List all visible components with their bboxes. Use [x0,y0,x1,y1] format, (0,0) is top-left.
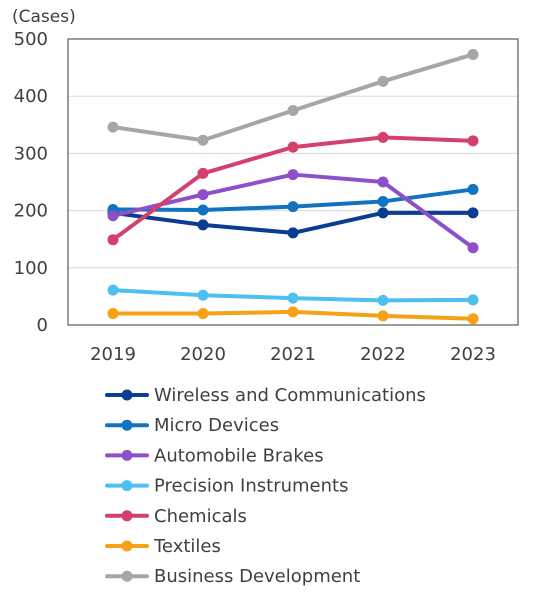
legend-label: Automobile Brakes [154,445,324,466]
legend-item: Precision Instruments [105,476,348,497]
data-point [197,308,209,320]
legend-marker [121,540,133,552]
y-tick-label: 300 [14,143,48,164]
series-3 [107,284,479,306]
x-tick-label: 2020 [180,344,226,365]
y-tick-label: 200 [14,201,48,222]
legend-marker [121,570,133,582]
legend-label: Wireless and Communications [154,385,426,406]
data-point [287,306,299,318]
legend-item: Automobile Brakes [105,445,324,466]
data-point [107,234,119,246]
legend-label: Micro Devices [154,415,279,436]
legend-label: Business Development [154,566,360,587]
series-1 [107,183,479,216]
series-6 [107,48,479,146]
y-tick-label: 0 [37,315,48,336]
legend-marker [121,480,133,492]
data-point [197,167,209,179]
data-point [107,210,119,222]
data-point [377,310,389,322]
data-point [107,284,119,296]
legend-label: Precision Instruments [154,476,348,497]
data-point [467,183,479,195]
x-tick-label: 2022 [360,344,406,365]
legend-marker [121,389,133,401]
data-point [287,201,299,213]
y-tick-label: 100 [14,258,48,279]
data-point [287,227,299,239]
legend-item: Chemicals [105,506,247,527]
data-point [107,121,119,133]
legend-marker [121,510,133,522]
legend: Wireless and Communications Micro Devices… [105,385,426,587]
legend-item: Business Development [105,566,360,587]
data-point [467,294,479,306]
y-axis-label: (Cases) [12,7,76,27]
data-point [467,207,479,219]
series-5 [107,306,479,325]
data-point [287,141,299,153]
data-point [377,176,389,188]
data-point [287,105,299,116]
data-point [197,189,209,201]
data-point [377,195,389,207]
series-4 [107,131,479,246]
data-point [467,48,479,60]
legend-marker [121,419,133,431]
series-line [111,135,475,242]
y-tick-label: 500 [14,29,48,50]
data-point [467,135,479,147]
legend-item: Textiles [105,536,221,557]
data-point [287,292,299,304]
data-point [287,169,299,181]
x-tick-label: 2021 [270,344,316,365]
y-tick-label: 400 [14,86,48,107]
plot-border [67,38,519,326]
legend-label: Chemicals [154,506,247,527]
x-tick-label: 2019 [90,344,136,365]
series-2 [107,169,479,254]
x-tick-label: 2023 [450,344,496,365]
legend-label: Textiles [153,536,221,557]
data-point [197,204,209,216]
series-line [111,52,475,143]
data-point [377,294,389,306]
data-point [107,308,119,320]
legend-item: Micro Devices [105,415,279,436]
legend-item: Wireless and Communications [105,385,426,406]
data-point [197,289,209,301]
legend-marker [121,449,133,461]
data-point [197,134,209,146]
data-point [377,131,389,143]
data-point [467,242,479,254]
data-point [377,207,389,219]
data-point [377,75,389,87]
data-point [197,219,209,231]
data-point [467,313,479,325]
